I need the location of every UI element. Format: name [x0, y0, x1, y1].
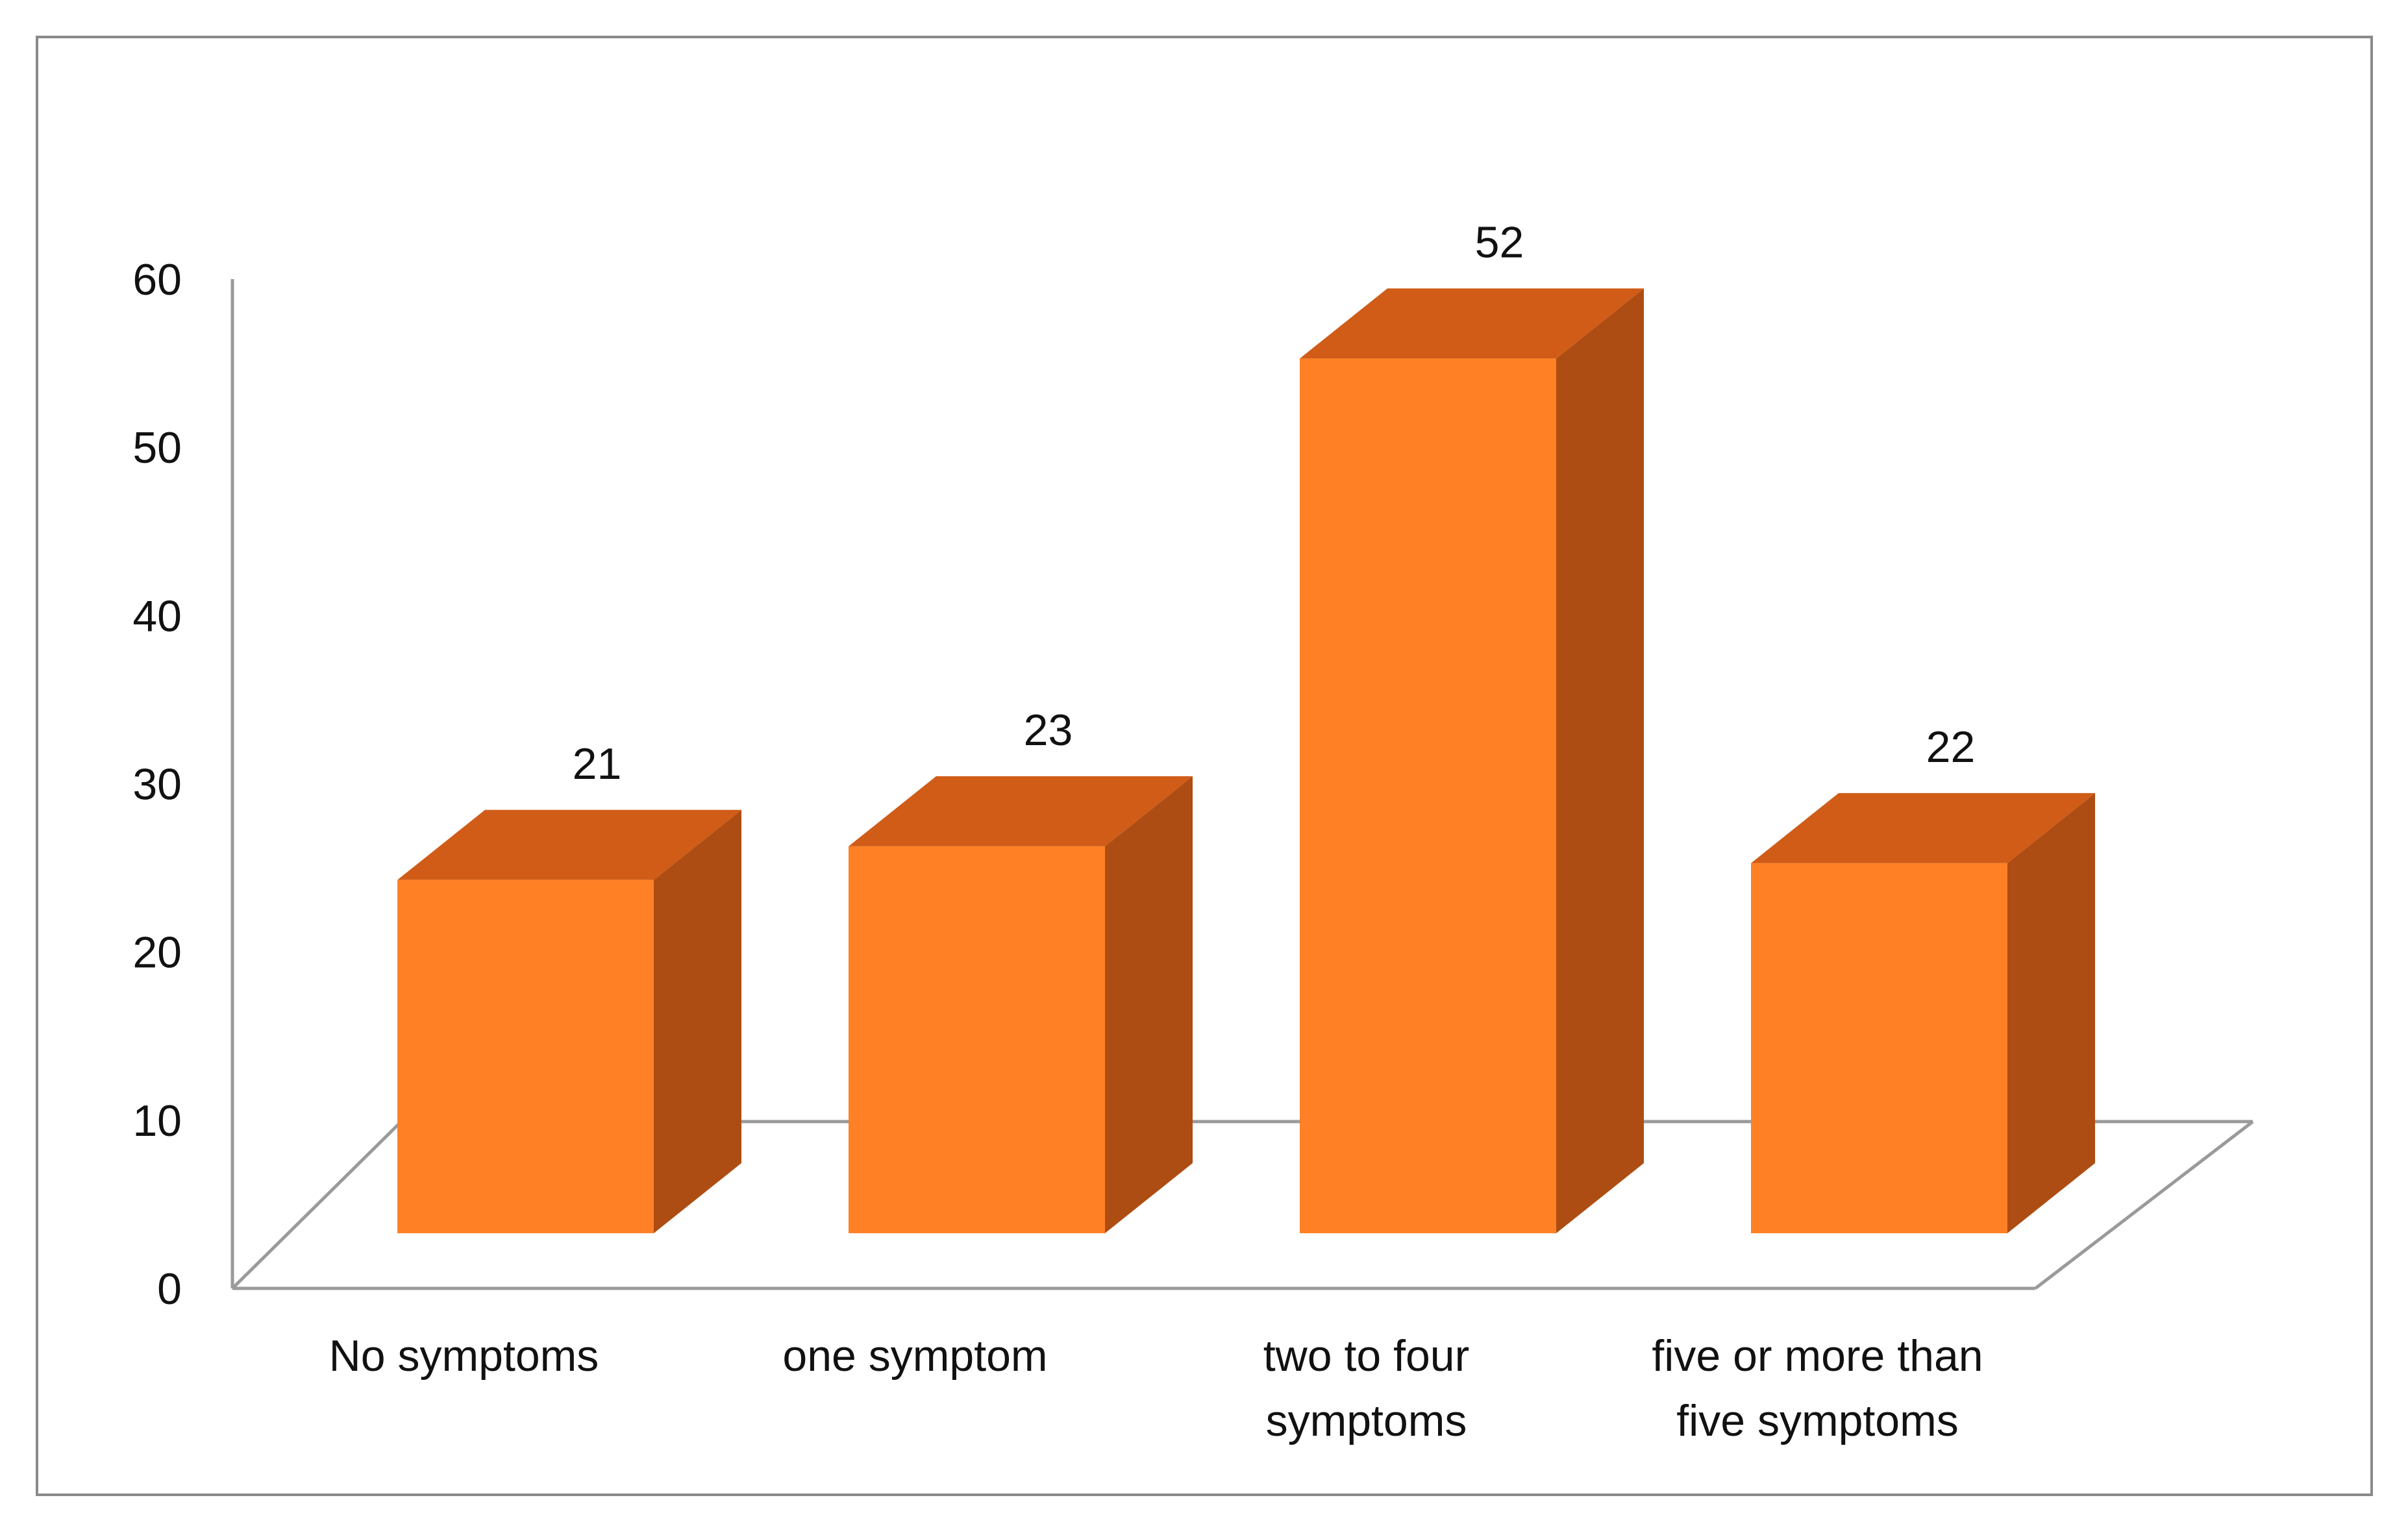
bar-top-face	[849, 776, 1193, 846]
x-tick-label: No symptoms	[329, 1331, 599, 1381]
bar-top-face	[397, 809, 741, 880]
floor-right-edge	[2034, 1120, 2254, 1290]
x-tick-label: one symptom	[782, 1331, 1047, 1381]
bar	[1300, 358, 1556, 1234]
x-tick-label: five symptoms	[1676, 1396, 1959, 1445]
data-label: 23	[1024, 706, 1073, 755]
x-tick-label: two to four	[1263, 1331, 1470, 1381]
data-label: 21	[573, 739, 622, 789]
y-tick-label: 60	[132, 255, 182, 304]
bar-side-face	[1556, 288, 1644, 1233]
x-tick-label: symptoms	[1266, 1396, 1467, 1445]
x-tick-label: five or more than	[1652, 1331, 1983, 1381]
bar	[397, 879, 654, 1233]
bar	[849, 846, 1105, 1233]
data-label: 52	[1475, 217, 1524, 267]
floor-left-edge	[231, 1120, 403, 1290]
chart-frame	[36, 36, 2373, 1496]
bar-top-face	[1300, 288, 1644, 359]
bar-side-face	[1105, 776, 1193, 1233]
y-tick-label: 30	[132, 760, 182, 809]
bar-top-face	[1751, 793, 2095, 863]
y-tick-label: 20	[132, 928, 182, 977]
y-tick-label: 10	[132, 1096, 182, 1146]
y-tick-label: 0	[157, 1264, 182, 1314]
y-tick-label: 40	[132, 591, 182, 641]
data-label: 22	[1926, 722, 1976, 772]
bar-side-face	[654, 809, 741, 1233]
bar-side-face	[2007, 793, 2095, 1233]
bar	[1751, 863, 2007, 1233]
y-tick-label: 50	[132, 423, 182, 473]
